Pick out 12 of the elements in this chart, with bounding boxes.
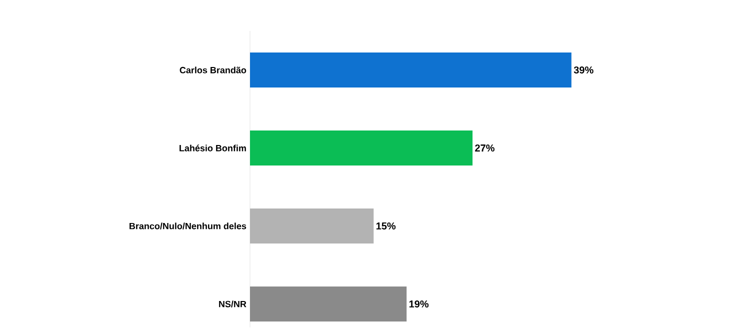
y-tick-label: Branco/Nulo/Nenhum deles bbox=[130, 222, 246, 230]
data-label: 19% bbox=[409, 300, 429, 308]
y-tick-label: NS/NR bbox=[219, 300, 246, 308]
data-label: 15% bbox=[376, 222, 396, 230]
data-label: 27% bbox=[475, 144, 494, 152]
bar bbox=[250, 208, 374, 244]
bar bbox=[250, 52, 572, 88]
y-tick-label: Carlos Brandão bbox=[180, 66, 246, 74]
bar bbox=[250, 130, 473, 166]
y-tick-label: Lahésio Bonfim bbox=[180, 144, 246, 152]
bar bbox=[250, 286, 407, 322]
data-label: 39% bbox=[574, 66, 594, 74]
